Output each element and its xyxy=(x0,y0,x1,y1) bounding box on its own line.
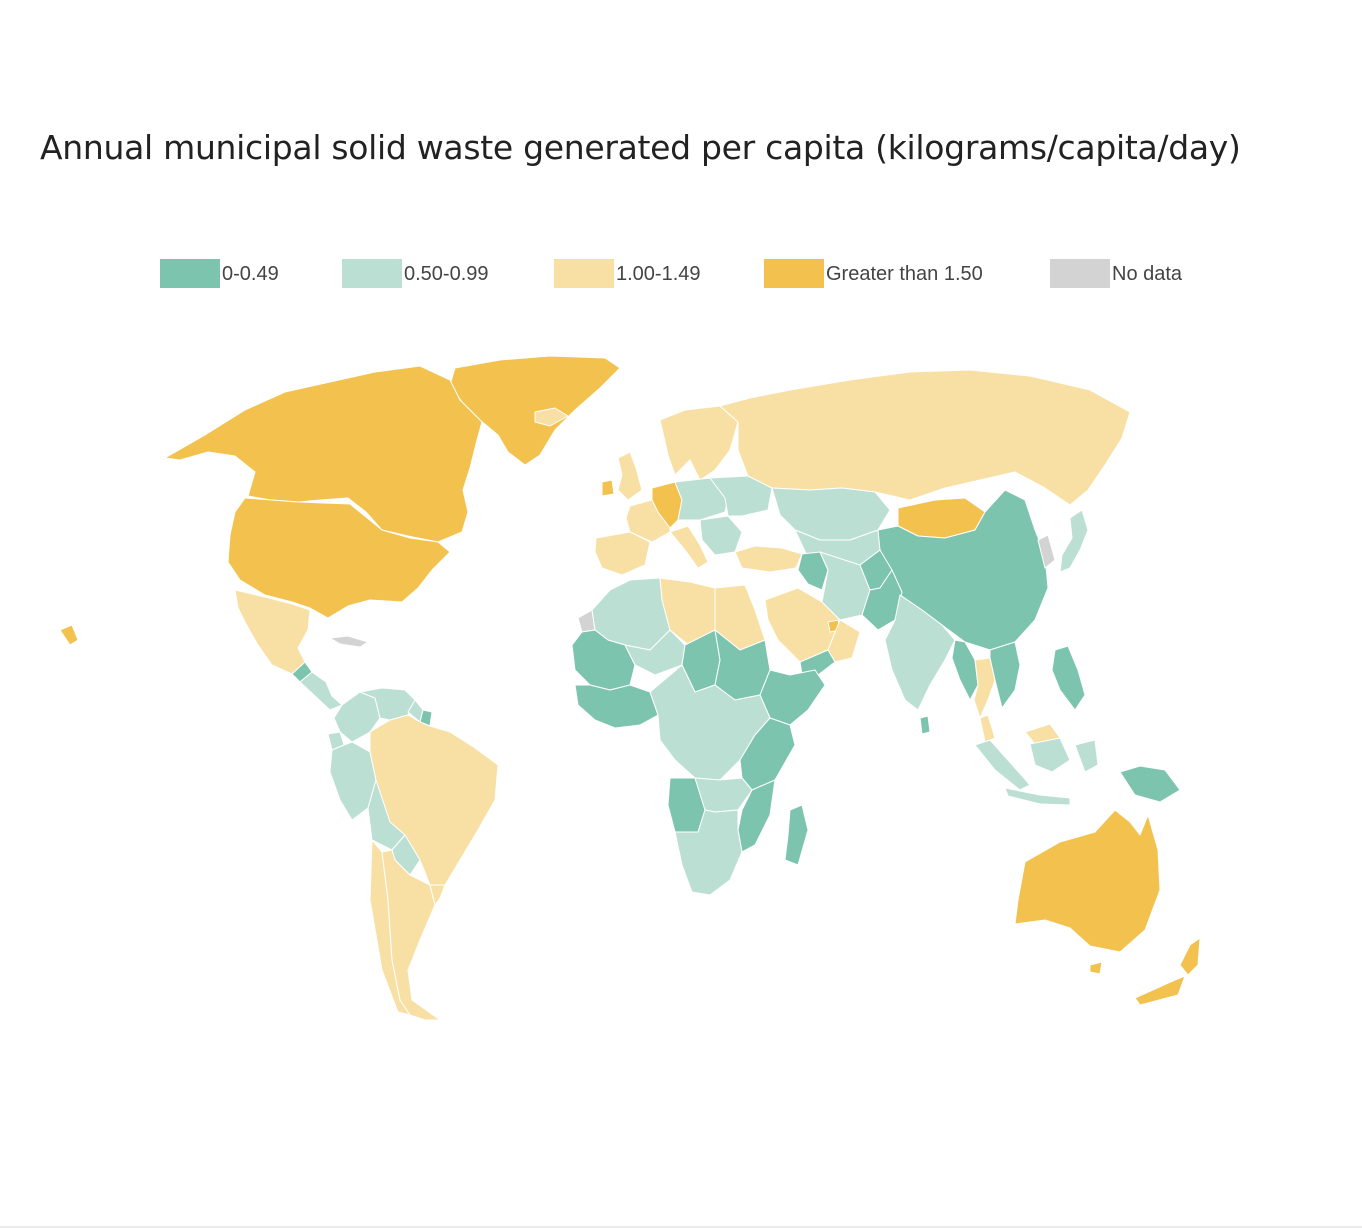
region-australia xyxy=(1014,809,1161,953)
region-australia xyxy=(1089,961,1103,975)
region-myanmar xyxy=(951,639,979,701)
legend-label-high: Greater than 1.50 xyxy=(826,263,983,285)
legend-swatch-upper-middle xyxy=(554,259,614,288)
legend: 0-0.49 0.50-0.99 1.00-1.49 Greater than … xyxy=(0,259,1362,289)
region-greenland xyxy=(449,355,621,466)
region-ireland xyxy=(601,479,615,497)
legend-label-lower-middle: 0.50-0.99 xyxy=(404,263,489,285)
region-korea xyxy=(1037,534,1056,569)
region-southern-africa xyxy=(674,809,743,896)
region-vietnam-and-laos xyxy=(989,641,1021,709)
region-sri-lanka xyxy=(919,715,931,735)
region-united-kingdom xyxy=(617,451,643,501)
region-central-america xyxy=(299,671,343,711)
region-india xyxy=(884,594,956,711)
region-uruguay xyxy=(429,884,446,906)
region-iceland xyxy=(534,407,569,427)
legend-swatch-low xyxy=(160,259,220,288)
region-new-zealand xyxy=(1134,975,1186,1006)
region-indonesia xyxy=(1004,787,1071,806)
region-scandinavia xyxy=(659,405,739,481)
region-turkey xyxy=(734,545,803,573)
region-iberia xyxy=(594,531,651,576)
legend-label-nodata: No data xyxy=(1112,263,1183,285)
region-oman xyxy=(827,619,861,663)
legend-swatch-high xyxy=(764,259,824,288)
legend-swatch-nodata xyxy=(1050,259,1110,288)
region-indonesia xyxy=(1074,739,1099,773)
world-map xyxy=(30,340,1330,1060)
region-papua-new-guinea xyxy=(1119,765,1181,803)
region-madagascar xyxy=(784,804,809,866)
region-balkans xyxy=(699,515,743,556)
region-russia xyxy=(719,369,1131,506)
legend-label-upper-middle: 1.00-1.49 xyxy=(616,263,701,285)
region-japan xyxy=(1059,509,1089,573)
region-cuba xyxy=(329,635,369,648)
region-philippines xyxy=(1051,645,1086,711)
region-argentina xyxy=(381,849,441,1021)
region-mozambique xyxy=(737,779,776,853)
region-west-africa xyxy=(574,684,659,729)
region-united-states xyxy=(227,497,451,619)
legend-label-low: 0-0.49 xyxy=(222,263,279,285)
region-new-zealand xyxy=(1179,937,1201,976)
region-indonesia xyxy=(1029,737,1071,773)
world-map-svg xyxy=(59,355,1201,1021)
bottom-divider xyxy=(0,1226,1362,1228)
region-united-states xyxy=(59,624,79,646)
region-canada xyxy=(164,365,483,543)
region-malaysia xyxy=(979,714,996,743)
legend-swatch-lower-middle xyxy=(342,259,402,288)
region-indonesia xyxy=(974,739,1031,791)
page-title: Annual municipal solid waste generated p… xyxy=(40,128,1241,167)
region-italy xyxy=(669,525,709,569)
